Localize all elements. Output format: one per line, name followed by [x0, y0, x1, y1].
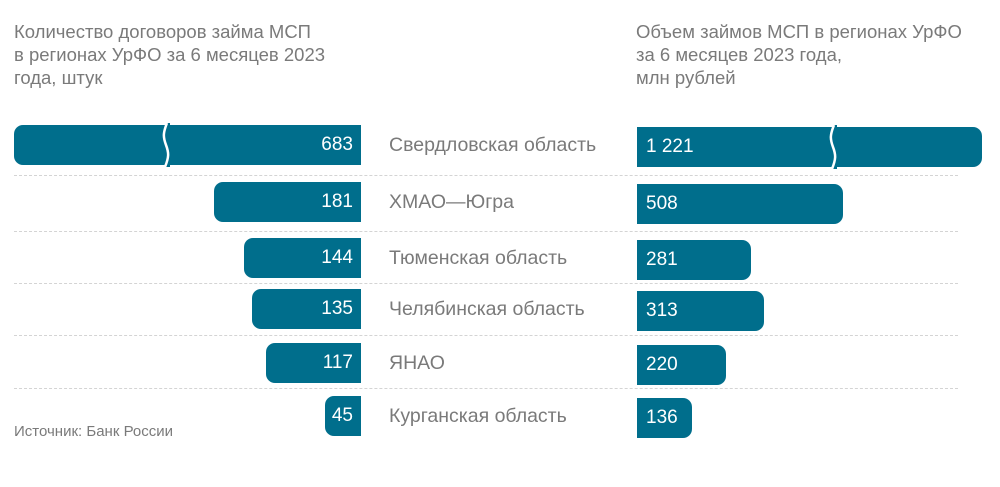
- left-bar-label: 144: [321, 247, 353, 268]
- left-bar-label: 45: [331, 405, 353, 426]
- right-bar: 281: [637, 240, 751, 280]
- left-bar-label: 135: [321, 298, 353, 319]
- region-label: ХМАО—Югра: [389, 191, 514, 213]
- row-separator: [14, 231, 958, 232]
- right-bar-label: 508: [646, 193, 678, 214]
- right-bar: 508: [637, 184, 843, 224]
- left-bar-label: 683: [321, 134, 353, 155]
- left-chart-title: Количество договоров займа МСП в региона…: [14, 21, 326, 88]
- axis-break-icon: [829, 124, 837, 170]
- region-label: Челябинская область: [389, 298, 585, 320]
- right-bar: 313: [637, 291, 764, 331]
- region-label: Курганская область: [389, 405, 567, 427]
- right-bar: 136: [637, 398, 692, 438]
- right-bar-label: 136: [646, 407, 678, 428]
- left-bar-label: 181: [321, 191, 353, 212]
- right-chart-title: Объем займов МСП в регионах УрФО за 6 ме…: [636, 21, 962, 88]
- left-bar-label: 117: [322, 352, 353, 373]
- right-bar-label: 281: [646, 249, 678, 270]
- row-separator: [14, 388, 958, 389]
- row-separator: [14, 283, 958, 284]
- left-bar: 117: [266, 343, 361, 383]
- right-bar-label: 1 221: [646, 136, 694, 157]
- right-bar: 1 221: [637, 124, 982, 170]
- left-bar: 683: [14, 122, 361, 168]
- row-separator: [14, 335, 958, 336]
- left-bar: 144: [244, 238, 361, 278]
- region-label: Тюменская область: [389, 247, 568, 269]
- region-label: Свердловская область: [389, 134, 597, 156]
- right-bar: 220: [637, 345, 726, 385]
- left-bar: 181: [214, 182, 361, 222]
- region-label: ЯНАО: [389, 352, 445, 374]
- row-separator: [14, 175, 958, 176]
- right-bar-label: 313: [646, 300, 678, 321]
- left-bar: 45: [325, 396, 361, 436]
- right-bar-label: 220: [646, 354, 678, 375]
- source-note: Источник: Банк России: [14, 423, 174, 440]
- left-bar: 135: [252, 289, 361, 329]
- axis-break-icon: [162, 122, 170, 168]
